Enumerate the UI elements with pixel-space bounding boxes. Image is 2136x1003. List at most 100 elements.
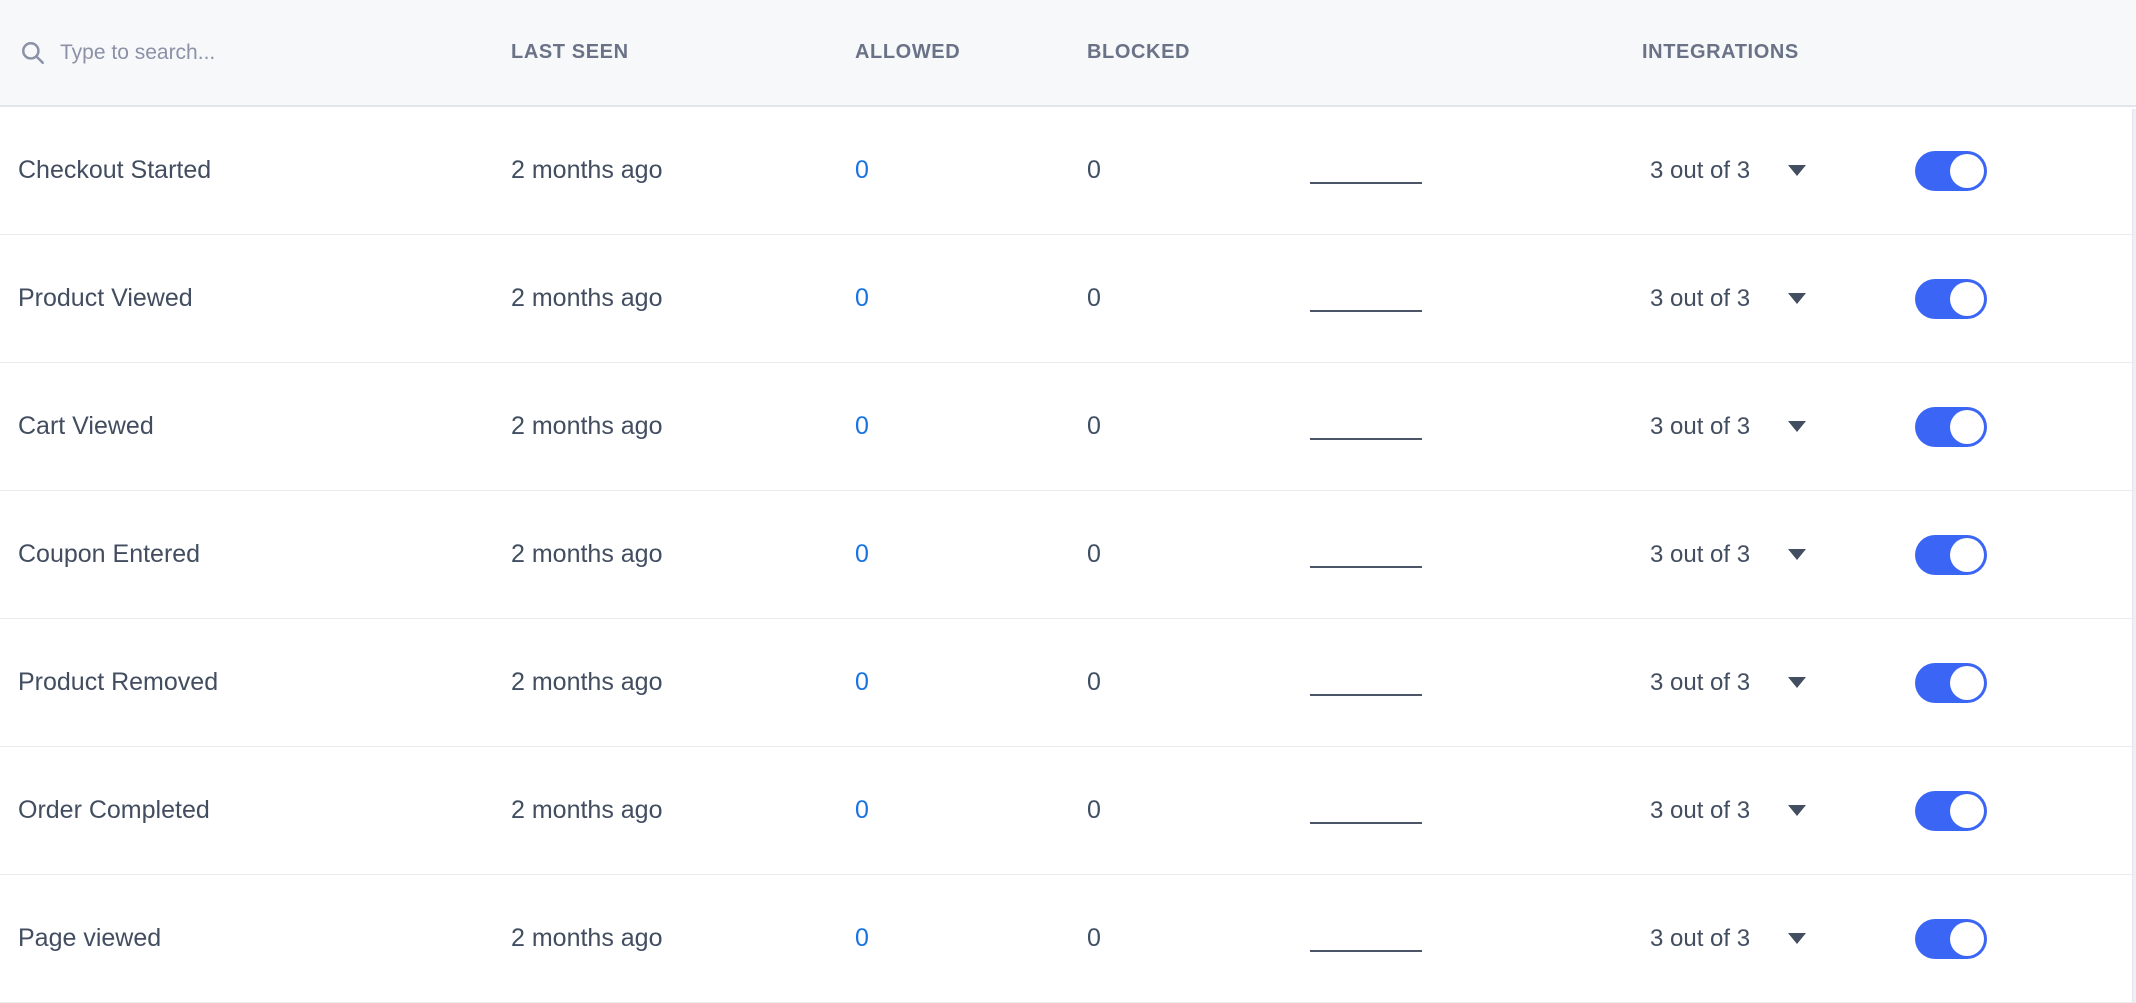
sparkline-flat [1310, 565, 1422, 568]
toggle-knob [1950, 409, 1984, 444]
blocked-count: 0 [1087, 924, 1101, 952]
last-seen-value: 2 months ago [511, 284, 663, 312]
table-row: Page viewed 2 months ago 0 0 3 out of 3 [0, 875, 2136, 1003]
integrations-dropdown-label: 3 out of 3 [1650, 540, 1751, 568]
column-header-integrations: INTEGRATIONS [1518, 41, 1915, 64]
table-row: Cart Viewed 2 months ago 0 0 3 out of 3 [0, 363, 2136, 491]
allowed-count-link[interactable]: 0 [855, 412, 869, 440]
last-seen-cell: 2 months ago [511, 540, 855, 569]
event-enabled-toggle[interactable] [1915, 918, 1987, 959]
allowed-cell: 0 [855, 412, 1087, 441]
sparkline-cell [1310, 747, 1518, 874]
search-icon [22, 41, 44, 64]
caret-down-icon [1788, 677, 1807, 688]
integrations-dropdown[interactable]: 3 out of 3 [1518, 541, 1915, 569]
event-name-cell: Product Viewed [0, 284, 511, 313]
last-seen-cell: 2 months ago [511, 668, 855, 697]
event-name: Product Viewed [18, 284, 193, 312]
sparkline-flat [1310, 949, 1422, 952]
last-seen-value: 2 months ago [511, 156, 663, 184]
event-name-cell: Cart Viewed [0, 412, 511, 441]
blocked-count: 0 [1087, 540, 1101, 568]
blocked-count: 0 [1087, 284, 1101, 312]
sparkline-cell [1310, 491, 1518, 618]
integrations-dropdown-label: 3 out of 3 [1650, 796, 1751, 824]
event-enabled-toggle[interactable] [1915, 790, 1987, 831]
search-field [0, 40, 511, 66]
table-row: Coupon Entered 2 months ago 0 0 3 out of… [0, 491, 2136, 619]
event-name: Product Removed [18, 668, 219, 696]
integrations-dropdown-label: 3 out of 3 [1650, 412, 1751, 440]
toggle-knob [1950, 793, 1984, 828]
last-seen-cell: 2 months ago [511, 412, 855, 441]
blocked-cell: 0 [1087, 924, 1310, 953]
blocked-count: 0 [1087, 668, 1101, 696]
sparkline-flat [1310, 693, 1422, 696]
last-seen-cell: 2 months ago [511, 796, 855, 825]
caret-down-icon [1788, 421, 1807, 432]
caret-down-icon [1788, 805, 1807, 816]
event-name-cell: Checkout Started [0, 156, 511, 185]
toggle-knob [1950, 665, 1984, 700]
toggle-cell [1915, 278, 2136, 319]
column-header-label: INTEGRATIONS [1642, 41, 1799, 63]
sparkline-flat [1310, 309, 1422, 312]
allowed-count-link[interactable]: 0 [855, 284, 869, 312]
table-row: Product Viewed 2 months ago 0 0 3 out of… [0, 235, 2136, 363]
event-name-cell: Product Removed [0, 668, 511, 697]
sparkline-flat [1310, 821, 1422, 824]
integrations-dropdown[interactable]: 3 out of 3 [1518, 413, 1915, 441]
blocked-cell: 0 [1087, 156, 1310, 185]
allowed-cell: 0 [855, 796, 1087, 825]
blocked-cell: 0 [1087, 540, 1310, 569]
sparkline-cell [1310, 363, 1518, 490]
blocked-cell: 0 [1087, 412, 1310, 441]
allowed-count-link[interactable]: 0 [855, 540, 869, 568]
caret-down-icon [1788, 933, 1807, 944]
sparkline-cell [1310, 875, 1518, 1002]
last-seen-value: 2 months ago [511, 668, 663, 696]
event-name: Page viewed [18, 924, 162, 952]
allowed-count-link[interactable]: 0 [855, 668, 869, 696]
sparkline-cell [1310, 235, 1518, 362]
event-enabled-toggle[interactable] [1915, 278, 1987, 319]
sparkline-cell [1310, 107, 1518, 234]
integrations-dropdown-label: 3 out of 3 [1650, 924, 1751, 952]
table-header: LAST SEEN ALLOWED BLOCKED INTEGRATIONS [0, 0, 2136, 107]
event-name-cell: Order Completed [0, 796, 511, 825]
integrations-dropdown[interactable]: 3 out of 3 [1518, 157, 1915, 185]
event-name: Order Completed [18, 796, 210, 824]
event-name-cell: Coupon Entered [0, 540, 511, 569]
allowed-count-link[interactable]: 0 [855, 796, 869, 824]
table-body: Checkout Started 2 months ago 0 0 3 out … [0, 107, 2136, 1003]
sparkline-cell [1310, 619, 1518, 746]
event-enabled-toggle[interactable] [1915, 662, 1987, 703]
allowed-count-link[interactable]: 0 [855, 924, 869, 952]
allowed-cell: 0 [855, 668, 1087, 697]
toggle-knob [1950, 153, 1984, 188]
sparkline-flat [1310, 181, 1422, 184]
column-header-last-seen: LAST SEEN [511, 41, 855, 64]
event-enabled-toggle[interactable] [1915, 534, 1987, 575]
allowed-cell: 0 [855, 156, 1087, 185]
event-name: Coupon Entered [18, 540, 201, 568]
table-row: Product Removed 2 months ago 0 0 3 out o… [0, 619, 2136, 747]
caret-down-icon [1788, 165, 1807, 176]
event-enabled-toggle[interactable] [1915, 150, 1987, 191]
integrations-dropdown[interactable]: 3 out of 3 [1518, 285, 1915, 313]
integrations-dropdown[interactable]: 3 out of 3 [1518, 797, 1915, 825]
allowed-cell: 0 [855, 924, 1087, 953]
table-row: Order Completed 2 months ago 0 0 3 out o… [0, 747, 2136, 875]
allowed-count-link[interactable]: 0 [855, 156, 869, 184]
scrollbar-track[interactable] [2132, 109, 2136, 1002]
event-enabled-toggle[interactable] [1915, 406, 1987, 447]
blocked-count: 0 [1087, 412, 1101, 440]
search-input[interactable] [60, 40, 460, 65]
column-header-label: BLOCKED [1087, 41, 1191, 63]
table-row: Checkout Started 2 months ago 0 0 3 out … [0, 107, 2136, 235]
toggle-cell [1915, 918, 2136, 959]
integrations-dropdown[interactable]: 3 out of 3 [1518, 669, 1915, 697]
integrations-dropdown[interactable]: 3 out of 3 [1518, 925, 1915, 953]
blocked-count: 0 [1087, 796, 1101, 824]
